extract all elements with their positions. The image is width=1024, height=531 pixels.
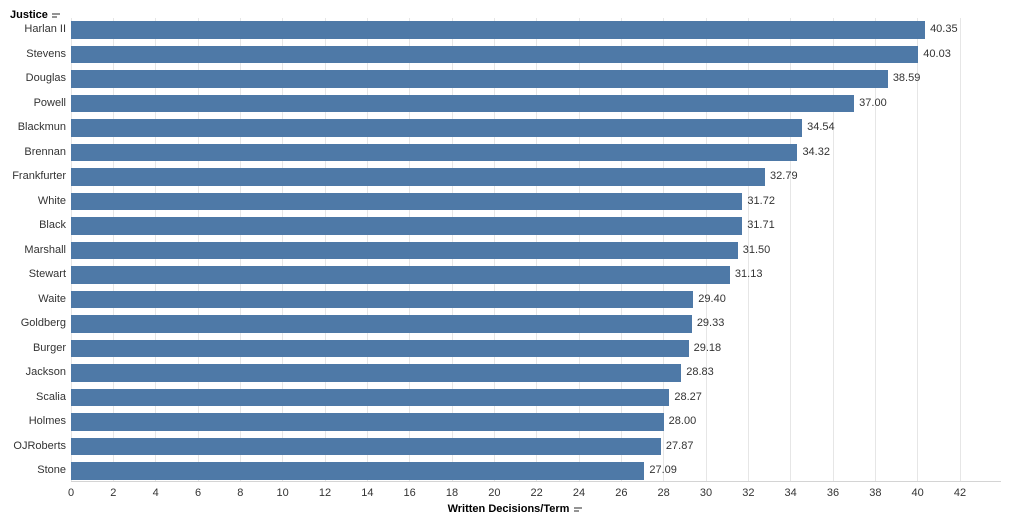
- bar[interactable]: [71, 266, 730, 284]
- x-tick-label: 26: [615, 487, 628, 499]
- x-axis-title-row: Written Decisions/Term: [71, 503, 960, 515]
- value-label: 28.83: [686, 366, 714, 378]
- category-label[interactable]: Brennan: [24, 145, 66, 158]
- bar[interactable]: [71, 339, 689, 357]
- bar[interactable]: [71, 462, 645, 480]
- x-tick-label: 36: [826, 487, 840, 499]
- category-label[interactable]: White: [37, 194, 66, 207]
- gridline: [917, 18, 919, 481]
- gridline: [959, 18, 961, 481]
- value-label: 29.18: [693, 341, 722, 354]
- x-tick-label: 2: [110, 487, 117, 499]
- value-label: 38.59: [892, 72, 921, 84]
- x-tick-label: 30: [699, 487, 713, 499]
- category-label[interactable]: Burger: [32, 341, 66, 354]
- category-label[interactable]: Stewart: [28, 268, 66, 280]
- x-tick-label: 10: [276, 487, 289, 499]
- category-label[interactable]: Stevens: [26, 47, 66, 60]
- value-label: 31.72: [747, 194, 775, 207]
- x-axis-line: [71, 481, 1001, 482]
- category-label[interactable]: Holmes: [28, 415, 66, 427]
- value-label: 34.32: [802, 145, 830, 158]
- category-label[interactable]: Goldberg: [20, 317, 66, 329]
- x-tick-label: 42: [953, 487, 967, 499]
- category-label[interactable]: Waite: [38, 292, 66, 305]
- x-tick-label: 14: [361, 487, 374, 499]
- x-tick-label: 12: [318, 487, 332, 499]
- sort-icon[interactable]: [573, 505, 583, 514]
- value-label: 31.50: [742, 243, 771, 256]
- value-label: 32.79: [770, 170, 798, 182]
- value-label: 31.71: [747, 219, 775, 231]
- bar[interactable]: [71, 290, 694, 308]
- category-label[interactable]: Scalia: [36, 390, 66, 403]
- x-tick-label: 0: [67, 487, 75, 499]
- x-tick-label: 20: [488, 487, 501, 499]
- x-tick-label: 38: [869, 487, 882, 499]
- category-label[interactable]: Douglas: [25, 72, 66, 84]
- category-label[interactable]: OJRoberts: [13, 439, 66, 452]
- x-tick-label: 24: [572, 487, 586, 499]
- x-tick-label: 18: [445, 487, 459, 499]
- category-label[interactable]: Harlan II: [24, 23, 66, 35]
- x-tick-label: 32: [742, 487, 755, 499]
- x-axis-title: Written Decisions/Term: [447, 503, 570, 515]
- category-label[interactable]: Jackson: [25, 366, 66, 378]
- value-label: 27.09: [649, 464, 677, 476]
- value-label: 27.87: [665, 439, 694, 452]
- x-tick-label: 40: [911, 487, 924, 499]
- x-tick-label: 22: [530, 487, 543, 499]
- bar[interactable]: [71, 119, 803, 137]
- bar[interactable]: [71, 45, 919, 63]
- value-label: 34.54: [807, 121, 835, 133]
- sort-icon[interactable]: [51, 11, 61, 20]
- category-label[interactable]: Blackmun: [17, 121, 66, 133]
- bar[interactable]: [71, 192, 743, 210]
- bar[interactable]: [71, 217, 743, 235]
- category-label[interactable]: Marshall: [24, 243, 66, 256]
- value-label: 37.00: [859, 96, 887, 109]
- row-header-label: Justice: [10, 9, 48, 21]
- gridline: [790, 18, 792, 481]
- x-tick-label: 28: [657, 487, 670, 499]
- category-label[interactable]: Frankfurter: [12, 170, 66, 182]
- category-label[interactable]: Black: [39, 219, 66, 231]
- value-label: 28.00: [668, 415, 697, 427]
- gridline: [747, 18, 749, 481]
- gridline: [874, 18, 876, 481]
- category-label[interactable]: Powell: [33, 96, 66, 109]
- bar[interactable]: [71, 70, 888, 88]
- category-label[interactable]: Stone: [37, 464, 66, 476]
- value-label: 29.33: [696, 317, 725, 329]
- bar[interactable]: [71, 94, 855, 112]
- x-tick-label: 16: [403, 487, 416, 499]
- value-label: 29.40: [698, 292, 726, 305]
- x-tick-label: 6: [194, 487, 202, 499]
- bar[interactable]: [71, 143, 798, 161]
- bar[interactable]: [71, 364, 682, 382]
- bar[interactable]: [71, 437, 661, 455]
- value-label: 40.03: [923, 47, 951, 60]
- x-tick-label: 34: [784, 487, 797, 499]
- bar[interactable]: [71, 21, 926, 39]
- row-header: Justice: [10, 9, 61, 21]
- gridline: [832, 18, 834, 481]
- bar[interactable]: [71, 168, 766, 186]
- value-label: 40.35: [930, 23, 958, 35]
- value-label: 28.27: [674, 390, 702, 403]
- value-label: 31.13: [734, 268, 763, 280]
- x-tick-label: 8: [237, 487, 244, 499]
- bar[interactable]: [71, 413, 664, 431]
- x-tick-label: 4: [152, 487, 159, 499]
- bar[interactable]: [71, 315, 692, 333]
- bar[interactable]: [71, 388, 670, 406]
- bar[interactable]: [71, 241, 738, 259]
